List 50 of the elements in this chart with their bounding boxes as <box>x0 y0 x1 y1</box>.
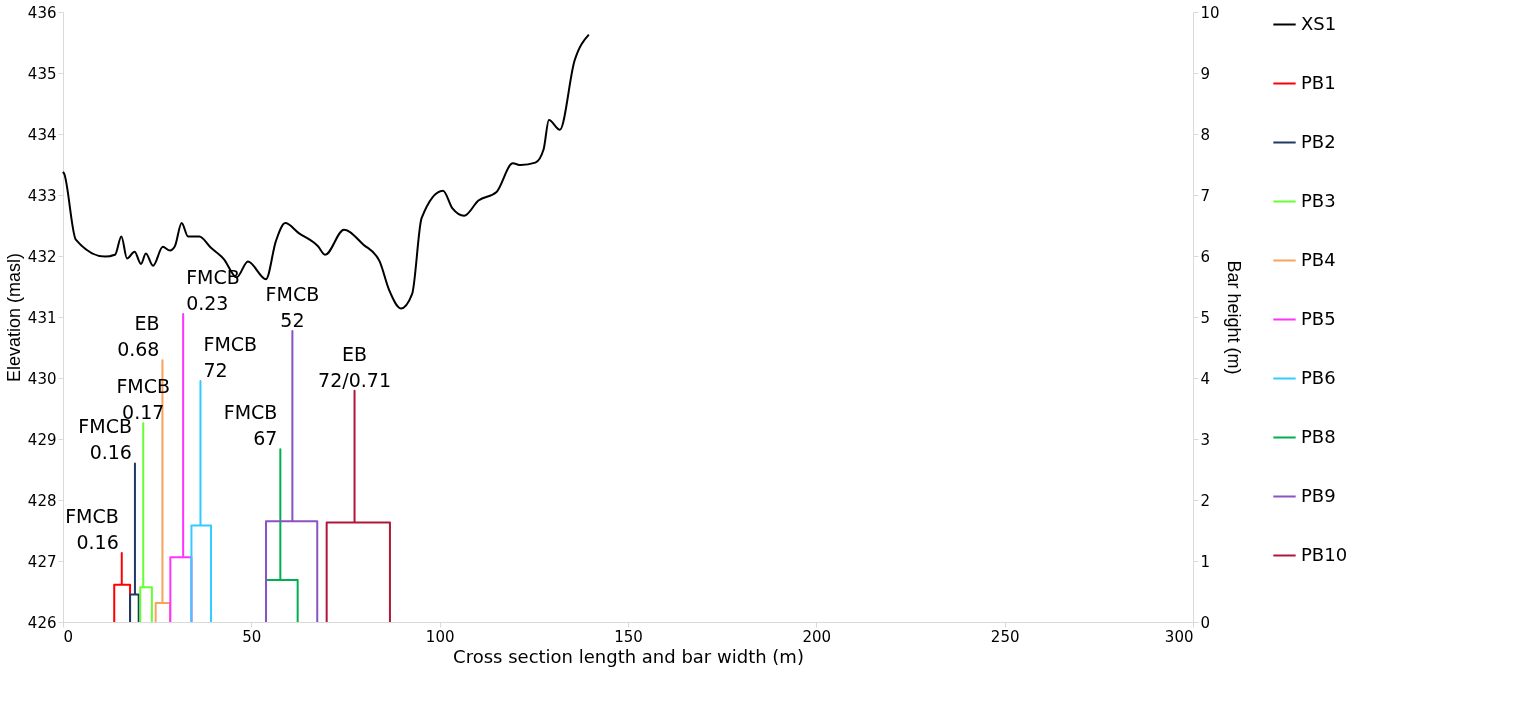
y-tick-label: 429 <box>27 430 57 449</box>
legend-label: PB6 <box>1301 366 1336 388</box>
y-tick-label: 433 <box>27 186 57 205</box>
y2-tick-label: 6 <box>1200 247 1211 266</box>
y-tick-label: 427 <box>27 552 57 571</box>
legend-label: PB5 <box>1301 307 1336 329</box>
legend-label: PB2 <box>1301 130 1336 152</box>
annotation: FMCB 67 <box>223 401 278 450</box>
legend-label: PB8 <box>1301 425 1336 447</box>
legend-label: PB1 <box>1301 71 1336 93</box>
x-tick-label: 300 <box>1164 627 1194 646</box>
y2-tick-label: 2 <box>1200 491 1211 510</box>
line-series <box>62 33 590 310</box>
y2-tick-label: 8 <box>1200 125 1211 144</box>
y2-tick-label: 0 <box>1200 613 1211 632</box>
y-tick-label: 434 <box>27 125 57 144</box>
y-tick-label: 436 <box>27 3 57 22</box>
legend-label: PB3 <box>1301 189 1336 211</box>
y2-tick-label: 10 <box>1200 3 1220 22</box>
y2-tick-label: 7 <box>1200 186 1211 205</box>
legend-label: PB4 <box>1301 248 1336 270</box>
y2-tick-label: 5 <box>1200 308 1211 327</box>
x-tick-label: 0 <box>63 627 74 646</box>
y-tick-label: 426 <box>27 613 57 632</box>
x-tick-label: 200 <box>802 627 832 646</box>
y-tick-label: 431 <box>27 308 57 327</box>
y2-axis-title: Bar height (m) <box>1223 260 1244 375</box>
y-tick-label: 428 <box>27 491 57 510</box>
x-tick-label: 250 <box>990 627 1020 646</box>
y2-tick-label: 3 <box>1200 430 1211 449</box>
annotation: EB 72/0.71 <box>318 342 391 391</box>
y2-tick-label: 9 <box>1200 64 1211 83</box>
y-tick-label: 432 <box>27 247 57 266</box>
annotation: EB 0.68 <box>117 312 160 361</box>
annotation: FMCB 72 <box>203 333 258 382</box>
x-axis-title: Cross section length and bar width (m) <box>453 645 804 667</box>
y2-tick-label: 1 <box>1200 552 1211 571</box>
x-tick-label: 100 <box>425 627 455 646</box>
legend-label: PB9 <box>1301 484 1336 506</box>
legend-label: XS1 <box>1301 12 1337 34</box>
annotation: FMCB 52 <box>265 283 320 332</box>
y2-tick-label: 4 <box>1200 369 1211 388</box>
annotation: FMCB 0.23 <box>186 265 240 314</box>
y-tick-label: 430 <box>27 369 57 388</box>
y-axis-title: Elevation (masl) <box>3 252 24 383</box>
y-tick-label: 435 <box>27 64 57 83</box>
x-tick-label: 50 <box>242 627 262 646</box>
annotation: FMCB 0.16 <box>65 505 119 554</box>
legend-label: PB10 <box>1301 543 1348 565</box>
x-tick-label: 150 <box>614 627 643 646</box>
